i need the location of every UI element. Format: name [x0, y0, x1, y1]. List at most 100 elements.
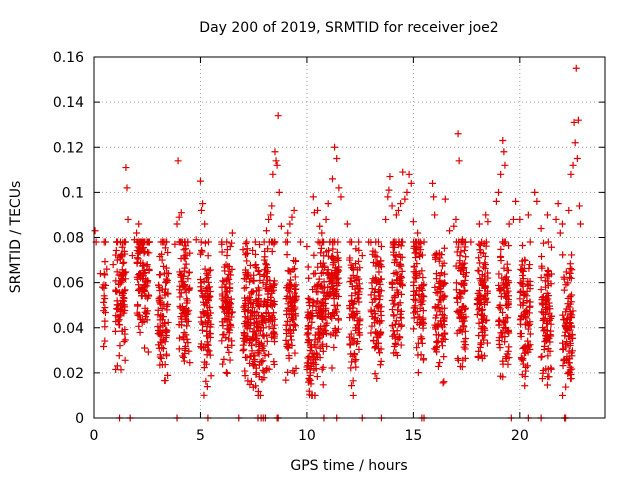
data-point [180, 306, 188, 314]
data-point [564, 359, 572, 367]
data-point [268, 312, 276, 320]
data-point [275, 188, 283, 196]
data-point [480, 336, 488, 344]
data-point [174, 157, 182, 165]
data-point [533, 197, 541, 205]
data-point [223, 277, 231, 285]
data-point [346, 277, 354, 285]
data-point [254, 284, 262, 292]
data-point [394, 206, 402, 214]
data-point [313, 373, 321, 381]
data-point [568, 251, 576, 259]
data-point [354, 294, 362, 302]
data-point [252, 382, 260, 390]
data-point [554, 200, 562, 208]
data-point [226, 320, 234, 328]
data-point [177, 255, 185, 263]
data-point [500, 323, 508, 331]
data-point [124, 215, 132, 223]
data-point [412, 238, 420, 246]
data-point [543, 289, 551, 297]
data-point [324, 200, 332, 208]
data-point [135, 322, 143, 330]
data-point [306, 295, 314, 303]
data-point [284, 368, 292, 376]
data-point [460, 343, 468, 351]
data-point [537, 274, 545, 282]
data-point [564, 370, 572, 378]
data-point [304, 294, 312, 302]
data-point [314, 263, 322, 271]
data-point [112, 277, 120, 285]
data-point [250, 277, 258, 285]
data-point [563, 338, 571, 346]
data-point [116, 253, 124, 261]
data-point [525, 322, 533, 330]
data-point [370, 259, 378, 267]
data-point [321, 314, 329, 322]
data-point [475, 254, 483, 262]
y-tick-label: 0.04 [53, 321, 84, 337]
data-point [476, 241, 484, 249]
data-point [200, 364, 208, 372]
data-point [377, 257, 385, 265]
data-point [568, 352, 576, 360]
data-point [250, 319, 258, 327]
data-point [461, 327, 469, 335]
data-point [308, 318, 316, 326]
data-point [543, 336, 551, 344]
data-point [503, 273, 511, 281]
data-point [496, 253, 504, 261]
data-point [222, 292, 230, 300]
data-point [218, 248, 226, 256]
data-point [440, 259, 448, 267]
data-point [185, 268, 193, 276]
data-point [100, 298, 108, 306]
data-point [484, 287, 492, 295]
data-point [304, 263, 312, 271]
grid [94, 57, 605, 418]
data-point [309, 354, 317, 362]
data-point [453, 248, 461, 256]
data-point [440, 321, 448, 329]
data-point [329, 329, 337, 337]
data-point [181, 251, 189, 259]
data-point [121, 238, 129, 246]
data-point [312, 360, 320, 368]
data-point [180, 267, 188, 275]
data-point [478, 281, 486, 289]
data-point [495, 188, 503, 196]
data-point [452, 215, 460, 223]
data-point [377, 345, 385, 353]
data-point [331, 264, 339, 272]
data-point [287, 276, 295, 284]
data-point [318, 308, 326, 316]
data-point [544, 345, 552, 353]
data-point [241, 372, 249, 380]
data-point [122, 164, 130, 172]
data-point [410, 325, 418, 333]
data-point [568, 334, 576, 342]
data-point [567, 298, 575, 306]
data-point [283, 238, 291, 246]
data-point [154, 341, 162, 349]
data-point [348, 382, 355, 390]
data-point [519, 275, 527, 283]
data-point [565, 206, 573, 214]
data-point [461, 259, 469, 267]
data-point [322, 215, 330, 223]
data-point [262, 283, 270, 291]
data-point [475, 220, 483, 228]
data-point [392, 269, 400, 277]
data-point [242, 353, 250, 361]
data-point [219, 360, 227, 368]
data-point [540, 239, 548, 247]
data-point [314, 338, 322, 346]
data-point [440, 329, 448, 337]
data-point [180, 357, 188, 365]
data-point [309, 286, 317, 294]
data-point [411, 249, 419, 257]
data-point [504, 314, 512, 322]
data-point [318, 298, 326, 306]
